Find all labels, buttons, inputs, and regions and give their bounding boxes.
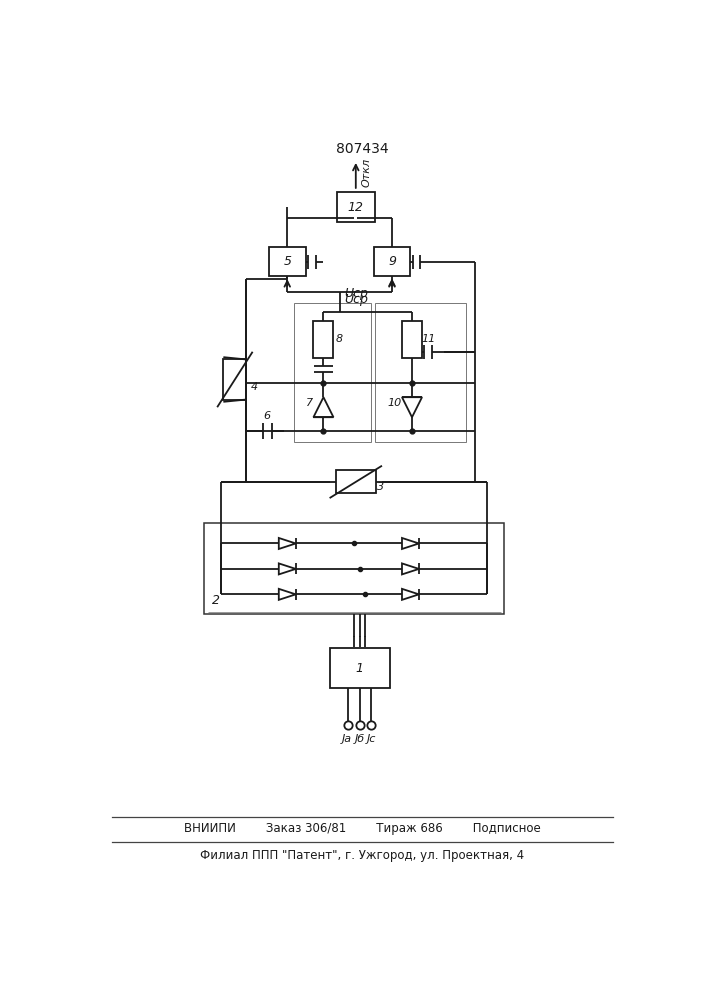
Bar (223, 359, 247, 400)
Text: 8: 8 (335, 334, 342, 344)
Bar (373, 247, 411, 276)
Text: 7: 7 (306, 398, 313, 408)
Text: Ja: Ja (342, 734, 352, 744)
Text: Uср: Uср (344, 293, 368, 306)
Text: Филиал ППП "Патент", г. Ужгород, ул. Проектная, 4: Филиал ППП "Патент", г. Ужгород, ул. Про… (200, 849, 524, 862)
Bar (402, 321, 422, 358)
Bar (337, 192, 375, 222)
Bar (269, 247, 305, 276)
Text: Откл: Откл (361, 158, 371, 187)
Bar (313, 321, 334, 358)
Text: 11: 11 (422, 334, 436, 344)
Text: Jс: Jс (367, 734, 377, 744)
Text: ВНИИПИ        Заказ 306/81        Тираж 686        Подписное: ВНИИПИ Заказ 306/81 Тираж 686 Подписное (184, 822, 540, 835)
Bar (336, 470, 376, 493)
Text: 2: 2 (212, 594, 220, 607)
Bar (204, 523, 504, 614)
Bar (329, 648, 390, 688)
Text: 807434: 807434 (336, 142, 388, 156)
Text: Uср: Uср (344, 287, 368, 300)
Bar (375, 303, 466, 442)
Text: 1: 1 (356, 662, 363, 675)
Bar (294, 303, 371, 442)
Text: 3: 3 (377, 482, 384, 492)
Text: Jб: Jб (355, 734, 365, 744)
Text: 12: 12 (348, 201, 364, 214)
Text: 4: 4 (250, 382, 258, 392)
Text: 9: 9 (388, 255, 396, 268)
Text: 5: 5 (284, 255, 291, 268)
Text: 10: 10 (388, 398, 402, 408)
Text: 6: 6 (264, 411, 271, 421)
